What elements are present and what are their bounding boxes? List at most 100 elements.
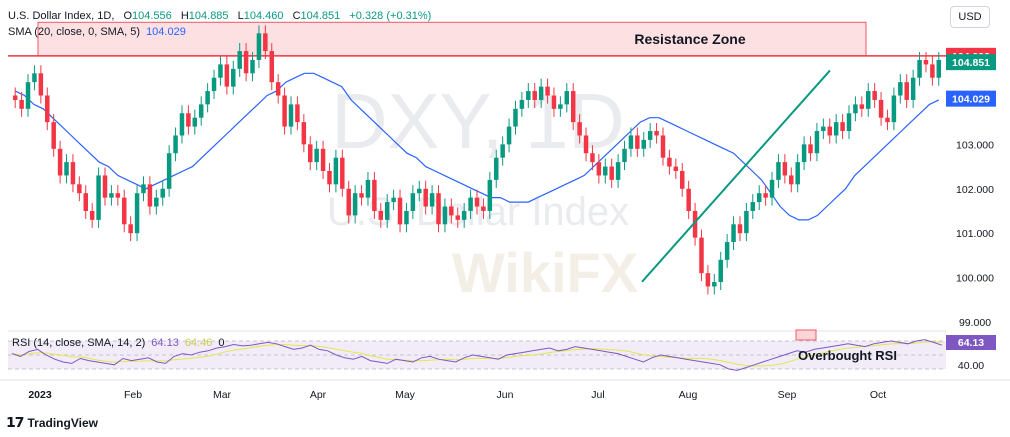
candle-body bbox=[83, 193, 89, 211]
candle-body bbox=[77, 184, 82, 194]
tradingview-icon: 𝟭𝟳 bbox=[6, 414, 25, 430]
candle-body bbox=[910, 77, 916, 100]
candle-body bbox=[346, 188, 351, 216]
candle-body bbox=[109, 193, 114, 198]
candle-body bbox=[70, 162, 76, 185]
rsi-legend: RSI (14, close, SMA, 14, 2) 64.13 64.46 0 bbox=[12, 337, 230, 350]
candle-body bbox=[731, 224, 736, 243]
candle-body bbox=[635, 135, 640, 149]
candle-body bbox=[186, 113, 191, 127]
candle-body bbox=[570, 91, 576, 123]
tradingview-logo[interactable]: 𝟭𝟳 TradingView bbox=[6, 414, 98, 431]
candle-body bbox=[89, 210, 95, 220]
candle-body bbox=[756, 193, 762, 203]
rsi-tick-label: 40.00 bbox=[958, 360, 984, 372]
candle-body bbox=[865, 91, 871, 109]
candle-body bbox=[410, 193, 416, 211]
candle-body bbox=[269, 51, 275, 83]
candle-body bbox=[179, 113, 185, 136]
candle-body bbox=[372, 179, 377, 211]
last-price-tag: 104.851 bbox=[952, 57, 990, 69]
candle-body bbox=[904, 82, 909, 100]
candle-body bbox=[930, 64, 935, 78]
candle-body bbox=[782, 162, 788, 176]
candle-body bbox=[686, 188, 691, 211]
candle-body bbox=[654, 131, 659, 136]
candle-body bbox=[192, 117, 198, 127]
candle-body bbox=[320, 148, 326, 171]
candle-body bbox=[237, 51, 242, 69]
candle-body bbox=[224, 64, 230, 87]
candle-body bbox=[558, 104, 563, 109]
candle-body bbox=[121, 197, 127, 225]
candle-body bbox=[538, 86, 544, 100]
x-tick-label: Sep bbox=[778, 389, 797, 401]
candle-body bbox=[673, 166, 679, 171]
x-tick-label: Feb bbox=[124, 389, 142, 401]
chart-header: U.S. Dollar Index, 1D, O104.556 H104.885… bbox=[8, 10, 437, 23]
candle-body bbox=[853, 104, 858, 114]
candle-body bbox=[519, 99, 525, 109]
watermark-name: U.S. Dollar Index bbox=[327, 190, 629, 234]
candle-body bbox=[545, 86, 550, 96]
candle-body bbox=[513, 108, 518, 127]
candle-body bbox=[859, 104, 865, 109]
candle-body bbox=[878, 99, 884, 118]
high-label: H bbox=[180, 10, 189, 22]
candle-body bbox=[38, 73, 44, 96]
candle-body bbox=[417, 188, 422, 194]
candle-body bbox=[532, 91, 537, 100]
candle-body bbox=[872, 91, 877, 100]
rsi-value-tag: 64.13 bbox=[958, 337, 984, 349]
candle-body bbox=[551, 95, 557, 109]
rsi-ma-line bbox=[11, 341, 943, 367]
candle-body bbox=[275, 82, 281, 96]
candle-body bbox=[628, 135, 634, 149]
x-tick-label: Jun bbox=[497, 389, 514, 401]
candle-body bbox=[692, 210, 698, 238]
candle-body bbox=[263, 33, 268, 52]
candle-body bbox=[166, 153, 172, 189]
candle-body bbox=[712, 282, 717, 287]
low-label: L bbox=[237, 10, 244, 22]
candle-body bbox=[288, 104, 294, 127]
candle-body bbox=[64, 162, 69, 176]
candle-body bbox=[789, 175, 794, 185]
candle-body bbox=[218, 64, 223, 78]
candle-body bbox=[141, 184, 146, 194]
candle-body bbox=[846, 113, 852, 132]
candle-body bbox=[487, 179, 493, 211]
candle-body bbox=[384, 202, 390, 220]
candle-body bbox=[468, 197, 473, 211]
x-tick-label: Oct bbox=[870, 389, 886, 401]
candle-body bbox=[615, 162, 621, 180]
currency-button[interactable]: USD bbox=[950, 6, 990, 28]
candle-body bbox=[19, 99, 24, 109]
candle-body bbox=[134, 193, 140, 234]
candle-body bbox=[231, 68, 236, 87]
close-label: C bbox=[292, 10, 301, 22]
candle-body bbox=[282, 95, 287, 127]
candle-body bbox=[744, 210, 749, 234]
candle-body bbox=[25, 82, 31, 109]
candle-body bbox=[622, 148, 627, 163]
candle-body bbox=[493, 157, 499, 180]
candle-body bbox=[429, 193, 435, 207]
candle-body bbox=[173, 135, 178, 154]
candle-body bbox=[936, 59, 942, 78]
candle-body bbox=[423, 188, 428, 207]
sma-price-tag: 104.029 bbox=[952, 94, 990, 106]
last-price-tag-bg bbox=[946, 54, 996, 71]
candle-body bbox=[404, 210, 409, 225]
candle-body bbox=[641, 139, 647, 149]
candle-body bbox=[51, 122, 56, 149]
low-value: 104.460 bbox=[243, 10, 284, 22]
candle-body bbox=[526, 91, 531, 100]
candle-body bbox=[205, 91, 210, 105]
symbol-title: U.S. Dollar Index, 1D, bbox=[8, 10, 115, 22]
candle-body bbox=[776, 162, 781, 180]
candle-body bbox=[609, 166, 614, 180]
candle-body bbox=[737, 224, 743, 234]
candle-body bbox=[679, 171, 685, 189]
candle-body bbox=[449, 206, 454, 216]
